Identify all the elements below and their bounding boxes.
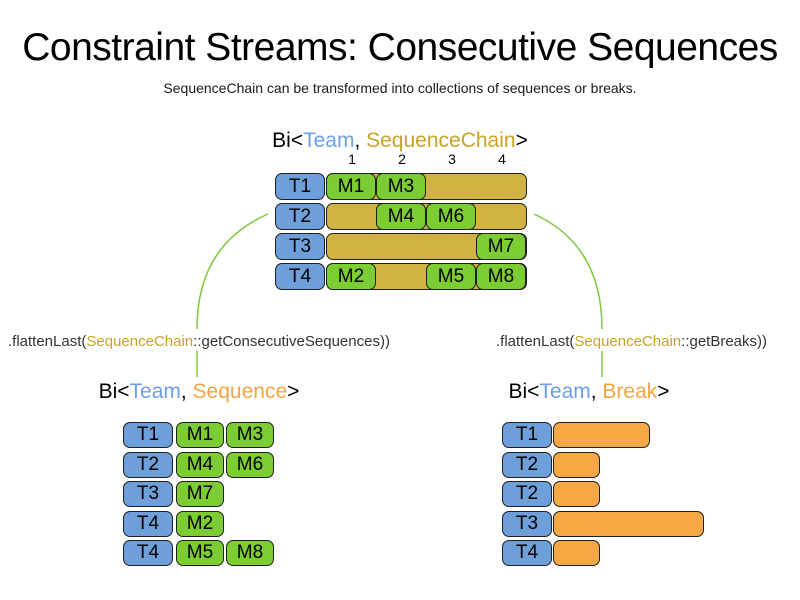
sequence-chain-table: T1 M1 M3 T2 M4 M6 T3 M7 T4 M2 M5 M8: [275, 173, 527, 290]
member-cell: M6: [226, 452, 274, 478]
type-separator: ,: [180, 380, 193, 403]
team-cell: T3: [275, 233, 325, 260]
type-suffix: >: [515, 129, 528, 152]
member-cell: M1: [176, 422, 224, 448]
type-value: Sequence: [192, 380, 288, 403]
fn-type: SequenceChain: [574, 333, 682, 350]
team-cell: T3: [502, 511, 552, 537]
break-bar: [553, 540, 600, 566]
left-function-label: .flattenLast(SequenceChain::getConsecuti…: [8, 333, 390, 350]
type-team: Team: [129, 380, 181, 403]
member-cell: M6: [426, 203, 476, 230]
fn-prefix: .flattenLast(: [496, 333, 575, 350]
column-number-4: 4: [498, 151, 506, 167]
member-cell: M8: [226, 540, 274, 566]
team-cell: T2: [275, 203, 325, 230]
right-arrow-arc: [533, 213, 603, 330]
right-function-label: .flattenLast(SequenceChain::getBreaks)): [496, 333, 767, 350]
top-type-header: Bi<Team, SequenceChain>: [272, 129, 528, 153]
team-cell: T3: [123, 481, 173, 507]
team-cell: T4: [123, 540, 173, 566]
break-table: T1 T2 T2 T3 T4: [502, 422, 704, 566]
type-value: Break: [602, 380, 658, 403]
team-cell: T4: [123, 511, 173, 537]
right-type-header: Bi<Team, Break>: [508, 380, 669, 404]
fn-suffix: ::getConsecutiveSequences)): [193, 333, 390, 350]
fn-prefix: .flattenLast(: [8, 333, 87, 350]
type-prefix: Bi<: [272, 129, 304, 152]
page-title: Constraint Streams: Consecutive Sequence…: [22, 26, 778, 69]
team-cell: T4: [502, 540, 552, 566]
left-arrow-arc: [196, 213, 269, 330]
break-bar: [553, 452, 600, 478]
type-separator: ,: [354, 129, 367, 152]
member-cell: M5: [176, 540, 224, 566]
break-bar: [553, 422, 650, 448]
member-cell: M2: [326, 263, 376, 290]
column-number-1: 1: [348, 151, 356, 167]
break-bar: [553, 511, 704, 537]
left-type-header: Bi<Team, Sequence>: [99, 380, 300, 404]
sequence-table: T1 M1 M3 T2 M4 M6 T3 M7 T4 M2 T4 M5 M8: [123, 422, 275, 566]
column-number-3: 3: [448, 151, 456, 167]
team-cell: T4: [275, 263, 325, 290]
member-cell: M4: [176, 452, 224, 478]
member-cell: M8: [476, 263, 526, 290]
member-cell: M2: [176, 511, 224, 537]
fn-suffix: ::getBreaks)): [681, 333, 768, 350]
team-cell: T2: [123, 452, 173, 478]
type-suffix: >: [657, 380, 670, 403]
member-cell: M4: [376, 203, 426, 230]
break-bar: [553, 481, 600, 507]
type-team: Team: [303, 129, 355, 152]
type-separator: ,: [590, 380, 603, 403]
type-suffix: >: [287, 380, 300, 403]
member-cell: M7: [476, 233, 526, 260]
member-cell: M7: [176, 481, 224, 507]
member-cell: M5: [426, 263, 476, 290]
type-prefix: Bi<: [98, 380, 130, 403]
team-cell: T1: [502, 422, 552, 448]
page-subtitle: SequenceChain can be transformed into co…: [163, 80, 637, 96]
team-cell: T2: [502, 481, 552, 507]
column-number-2: 2: [398, 151, 406, 167]
type-team: Team: [539, 380, 591, 403]
member-cell: M3: [226, 422, 274, 448]
team-cell: T2: [502, 452, 552, 478]
type-prefix: Bi<: [508, 380, 540, 403]
team-cell: T1: [123, 422, 173, 448]
team-cell: T1: [275, 173, 325, 200]
member-cell: M1: [326, 173, 376, 200]
member-cell: M3: [376, 173, 426, 200]
fn-type: SequenceChain: [86, 333, 194, 350]
type-value: SequenceChain: [366, 129, 516, 152]
